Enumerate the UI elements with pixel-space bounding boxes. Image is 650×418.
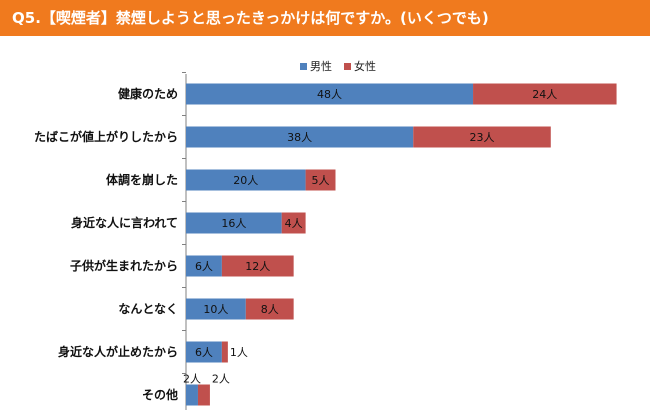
data-label: 2人 [212, 373, 230, 386]
data-label: 24人 [532, 88, 557, 101]
bar-segment-female [197, 384, 210, 406]
category-label: その他 [142, 387, 178, 402]
data-label: 12人 [245, 260, 270, 273]
data-label: 20人 [233, 174, 258, 187]
bar-segment-female [245, 298, 294, 320]
category-label: なんとなく [118, 302, 178, 316]
bar-segment-female [221, 341, 228, 363]
bar-segment-female [473, 83, 617, 105]
bar-segment-female [305, 169, 336, 191]
bar-segment-female [413, 126, 551, 148]
data-label: 6人 [195, 260, 213, 273]
legend-swatch-female [344, 62, 351, 70]
category-label: 体調を崩した [106, 172, 178, 187]
data-label: 16人 [221, 217, 246, 230]
bar-segment-female [281, 212, 306, 234]
bar-segment-male [186, 255, 222, 277]
data-label: 4人 [285, 217, 303, 230]
legend-label-male: 男性 [310, 60, 332, 73]
bar-segment-male [186, 384, 198, 406]
category-label: 子供が生まれたから [70, 258, 178, 273]
data-label: 23人 [470, 131, 495, 144]
legend: 男性 女性 [300, 58, 376, 74]
legend-label-female: 女性 [354, 60, 376, 73]
bar-segment-male [186, 169, 306, 191]
bar-segment-male [186, 212, 282, 234]
data-label: 8人 [261, 303, 279, 316]
category-label: 健康のため [118, 86, 178, 101]
data-label: 1人 [230, 346, 248, 359]
category-label: 身近な人に言われて [71, 215, 178, 230]
data-label: 48人 [317, 88, 342, 101]
data-label: 5人 [312, 174, 330, 187]
chart-title-banner: Q5.【喫煙者】禁煙しようと思ったきっかけは何ですか。(いくつでも) [0, 0, 650, 36]
bar-segment-male [186, 341, 222, 363]
bar-segment-female [221, 255, 294, 277]
bar-segment-male [186, 126, 414, 148]
data-label: 10人 [203, 303, 228, 316]
legend-item-female: 女性 [344, 58, 376, 74]
category-label: たばこが値上がりしたから [34, 129, 178, 144]
data-label: 38人 [287, 131, 312, 144]
data-label: 2人 [183, 373, 201, 386]
chart-title: Q5.【喫煙者】禁煙しようと思ったきっかけは何ですか。(いくつでも) [12, 9, 489, 27]
bar-segment-male [186, 298, 246, 320]
bar-segment-male [186, 83, 474, 105]
legend-item-male: 男性 [300, 58, 332, 74]
data-label: 6人 [195, 346, 213, 359]
category-label: 身近な人が止めたから [58, 344, 178, 359]
legend-swatch-male [300, 62, 307, 70]
